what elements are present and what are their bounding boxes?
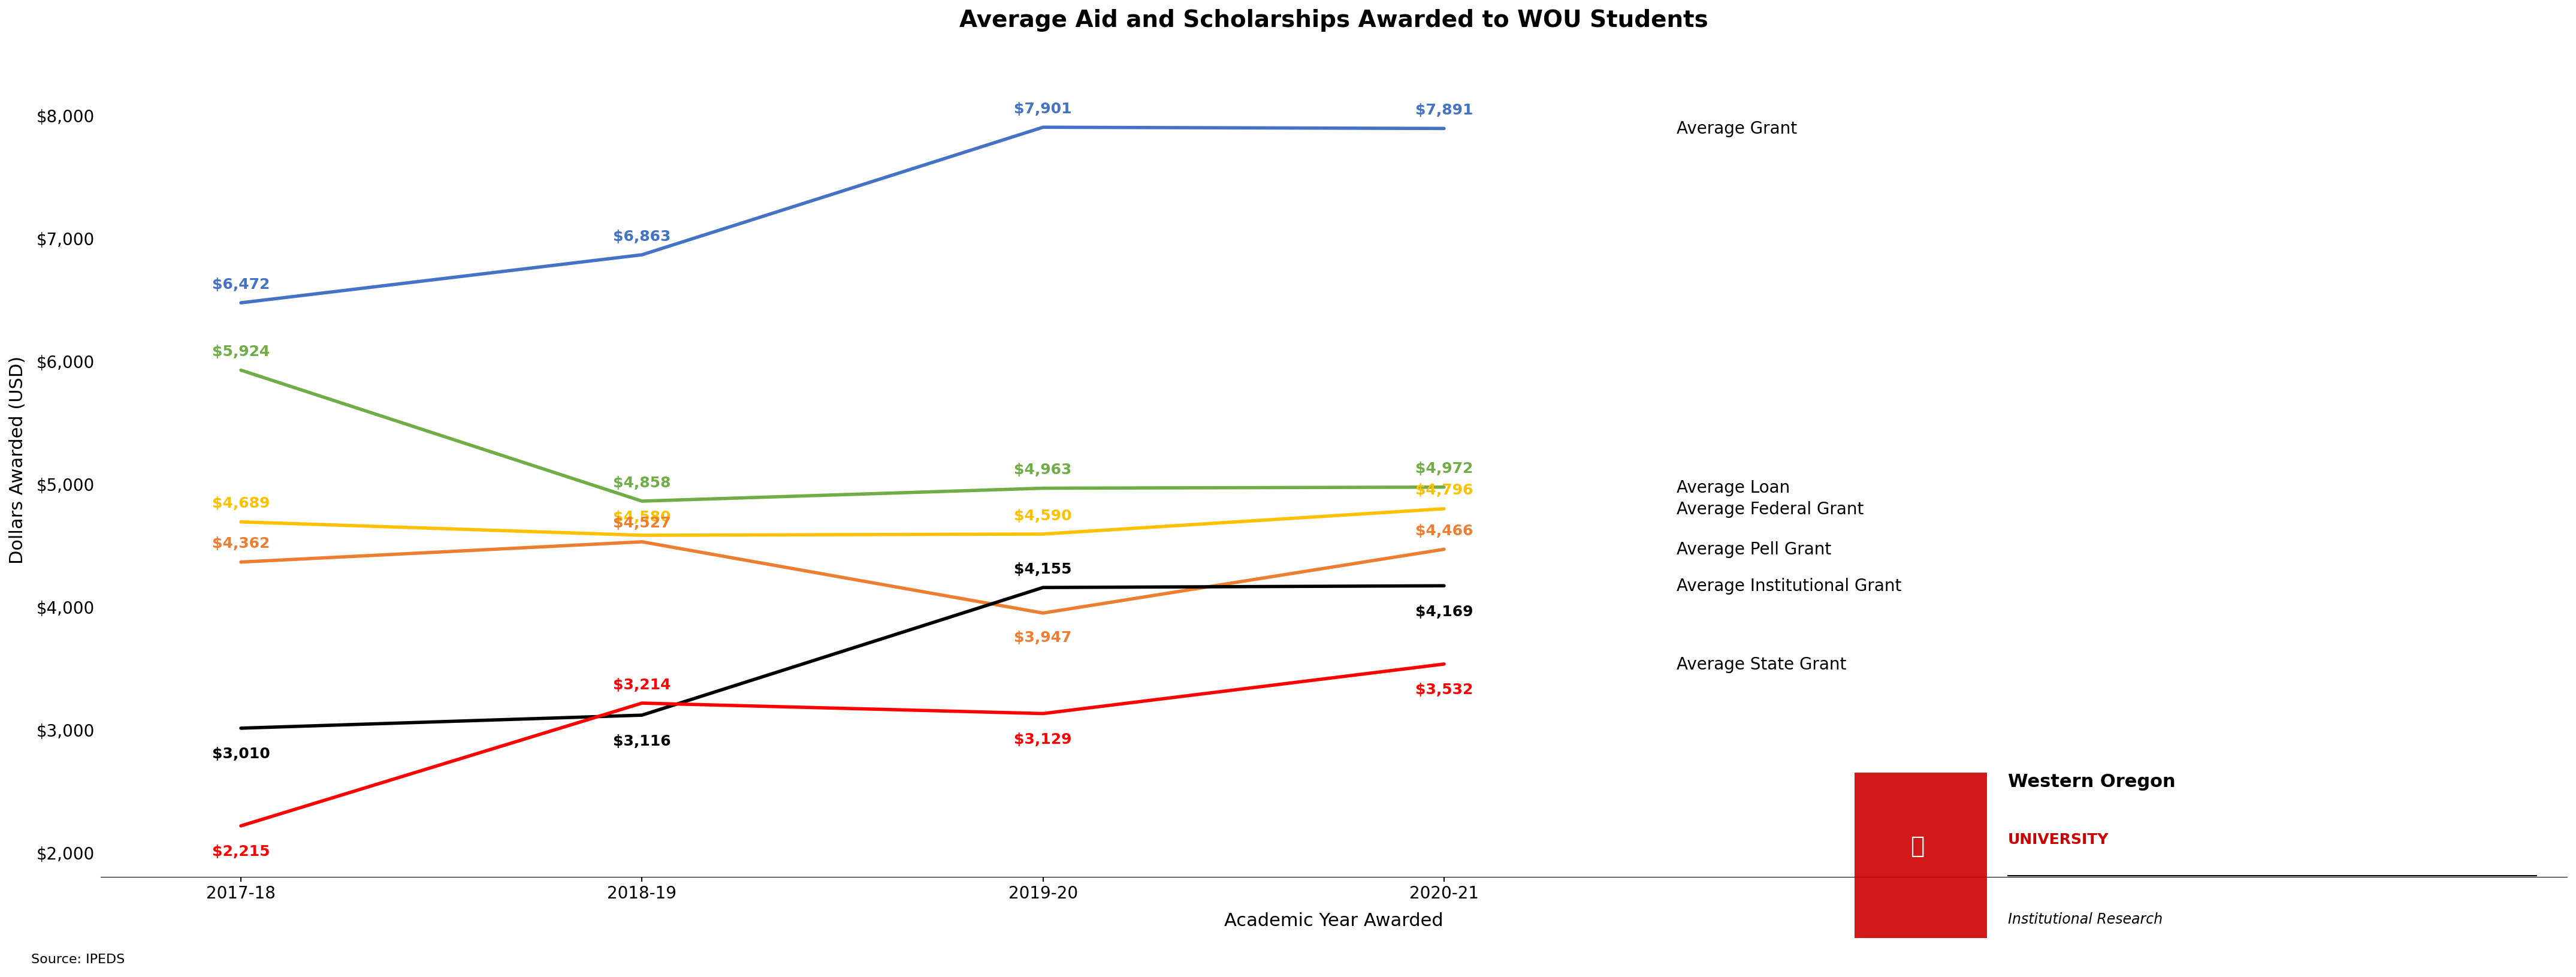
- Text: $3,947: $3,947: [1015, 630, 1072, 644]
- Text: $4,466: $4,466: [1414, 524, 1473, 538]
- Text: $4,963: $4,963: [1015, 462, 1072, 477]
- Text: Average Institutional Grant: Average Institutional Grant: [1677, 577, 1901, 594]
- Text: $7,901: $7,901: [1015, 102, 1072, 116]
- Text: $5,924: $5,924: [211, 345, 270, 359]
- Text: Average Grant: Average Grant: [1677, 120, 1798, 138]
- Title: Average Aid and Scholarships Awarded to WOU Students: Average Aid and Scholarships Awarded to …: [958, 9, 1708, 31]
- Text: $3,010: $3,010: [211, 746, 270, 761]
- Text: $4,689: $4,689: [211, 496, 270, 511]
- Text: $7,891: $7,891: [1414, 103, 1473, 117]
- Text: $4,362: $4,362: [211, 536, 270, 551]
- Text: $4,590: $4,590: [1015, 508, 1072, 523]
- Text: $6,472: $6,472: [211, 277, 270, 291]
- FancyBboxPatch shape: [1847, 773, 1986, 938]
- Y-axis label: Dollars Awarded (USD): Dollars Awarded (USD): [8, 356, 26, 564]
- Text: $3,532: $3,532: [1414, 683, 1473, 697]
- Text: Average Federal Grant: Average Federal Grant: [1677, 500, 1865, 518]
- Text: 🔥: 🔥: [1911, 834, 1924, 857]
- X-axis label: Academic Year Awarded: Academic Year Awarded: [1224, 912, 1443, 929]
- Text: $6,863: $6,863: [613, 230, 670, 243]
- Text: Source: IPEDS: Source: IPEDS: [31, 954, 124, 965]
- Text: $4,972: $4,972: [1414, 461, 1473, 476]
- Text: $3,116: $3,116: [613, 734, 670, 748]
- Text: $4,580: $4,580: [613, 510, 670, 524]
- Text: Average Pell Grant: Average Pell Grant: [1677, 541, 1832, 558]
- Text: Average State Grant: Average State Grant: [1677, 656, 1847, 672]
- Text: $4,527: $4,527: [613, 516, 670, 531]
- Text: $2,215: $2,215: [211, 844, 270, 859]
- Text: $4,169: $4,169: [1414, 605, 1473, 618]
- Text: $4,858: $4,858: [613, 476, 670, 489]
- Text: $3,214: $3,214: [613, 677, 670, 692]
- Text: $3,129: $3,129: [1015, 732, 1072, 746]
- Text: $4,796: $4,796: [1414, 483, 1473, 497]
- Text: UNIVERSITY: UNIVERSITY: [2007, 832, 2110, 846]
- Text: Institutional Research: Institutional Research: [2007, 912, 2161, 926]
- Text: Western Oregon: Western Oregon: [2007, 773, 2174, 789]
- Text: $4,155: $4,155: [1015, 562, 1072, 576]
- Text: Average Loan: Average Loan: [1677, 479, 1790, 495]
